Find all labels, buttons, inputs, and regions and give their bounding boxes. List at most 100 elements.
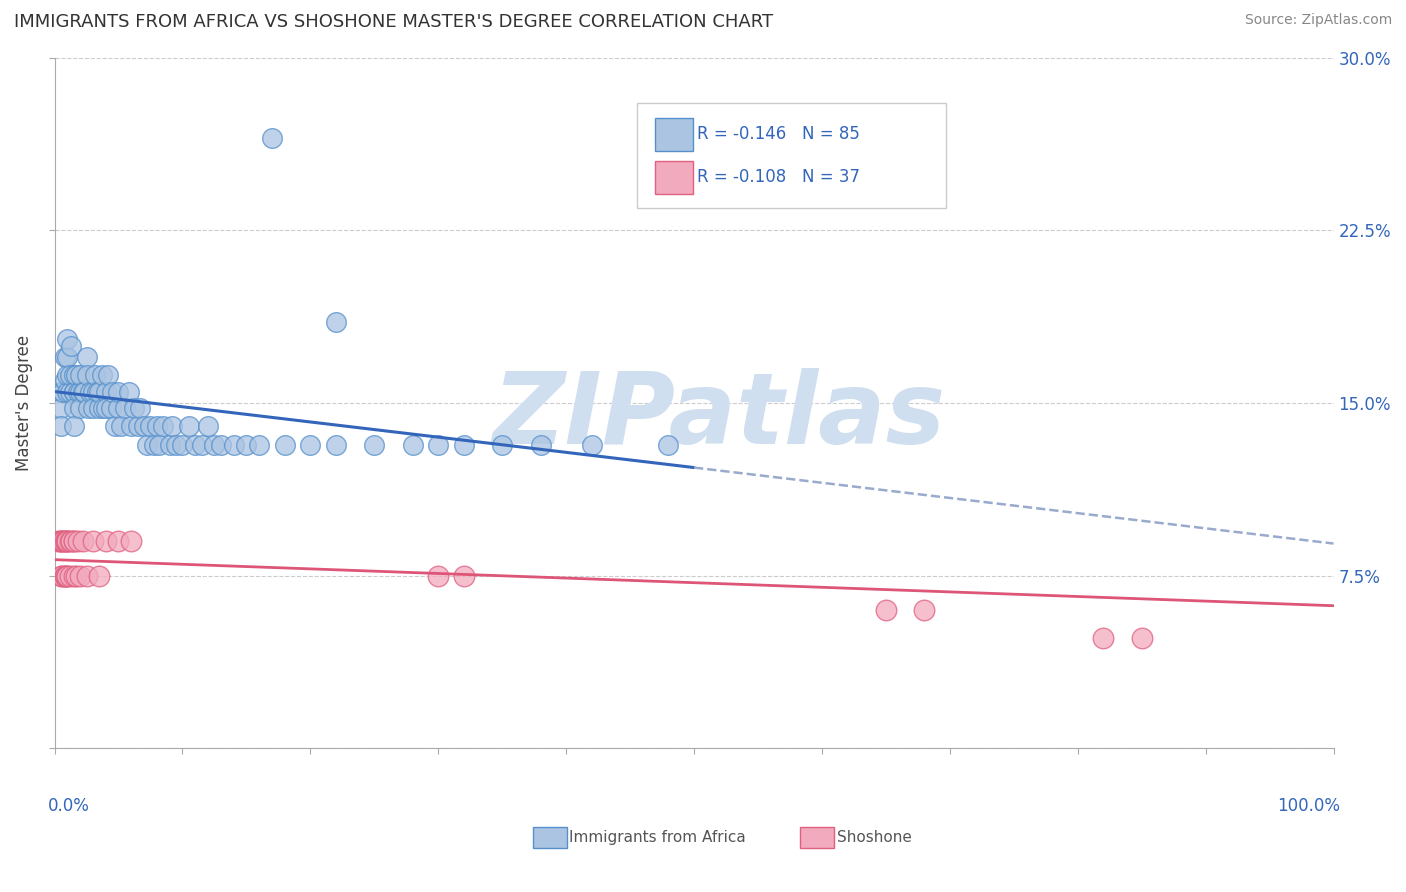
- Text: R = -0.108   N = 37: R = -0.108 N = 37: [697, 169, 860, 186]
- Point: [363, 437, 385, 451]
- Point: [60, 534, 83, 549]
- Point: [56, 332, 79, 346]
- Point: [299, 437, 322, 451]
- Point: [69, 384, 91, 399]
- Point: [160, 419, 183, 434]
- Text: Source: ZipAtlas.com: Source: ZipAtlas.com: [1244, 13, 1392, 28]
- Point: [110, 419, 132, 434]
- Point: [62, 384, 84, 399]
- Point: [107, 401, 129, 415]
- Point: [235, 437, 257, 451]
- Point: [62, 534, 84, 549]
- Point: [48, 534, 70, 549]
- Y-axis label: Master's Degree: Master's Degree: [15, 335, 32, 471]
- Point: [453, 568, 475, 582]
- Point: [94, 401, 117, 415]
- Point: [159, 437, 181, 451]
- Point: [401, 437, 423, 451]
- Point: [127, 419, 149, 434]
- Point: [247, 437, 270, 451]
- Point: [94, 384, 117, 399]
- Point: [66, 384, 89, 399]
- Point: [76, 368, 98, 383]
- Point: [56, 368, 79, 383]
- Point: [59, 568, 82, 582]
- Point: [76, 568, 98, 582]
- Point: [56, 568, 79, 582]
- Point: [49, 534, 72, 549]
- Point: [56, 534, 79, 549]
- Point: [55, 568, 77, 582]
- Point: [202, 437, 225, 451]
- Point: [49, 568, 72, 582]
- Point: [325, 316, 347, 330]
- Point: [62, 419, 84, 434]
- Point: [59, 368, 82, 383]
- Point: [427, 568, 450, 582]
- Point: [56, 534, 79, 549]
- Point: [581, 437, 603, 451]
- Point: [491, 437, 513, 451]
- Point: [97, 368, 120, 383]
- Point: [152, 419, 174, 434]
- Point: [453, 437, 475, 451]
- Point: [1092, 631, 1115, 645]
- Point: [529, 437, 551, 451]
- Point: [62, 368, 84, 383]
- Point: [69, 368, 91, 383]
- Text: ZIPatlas: ZIPatlas: [494, 368, 946, 466]
- Point: [86, 384, 108, 399]
- Point: [91, 401, 114, 415]
- Point: [60, 338, 83, 352]
- Point: [59, 534, 82, 549]
- Point: [120, 419, 142, 434]
- Point: [65, 568, 87, 582]
- Point: [139, 419, 162, 434]
- Point: [84, 368, 107, 383]
- Point: [82, 384, 104, 399]
- Point: [114, 401, 136, 415]
- Point: [53, 373, 76, 387]
- Point: [197, 419, 219, 434]
- Point: [52, 384, 75, 399]
- Point: [190, 437, 212, 451]
- Point: [53, 568, 76, 582]
- Point: [55, 534, 77, 549]
- Point: [53, 568, 76, 582]
- Point: [62, 534, 84, 549]
- Text: Shoshone: Shoshone: [837, 830, 911, 845]
- Point: [56, 350, 79, 364]
- Point: [101, 384, 124, 399]
- Point: [53, 350, 76, 364]
- Point: [222, 437, 245, 451]
- Text: R = -0.146   N = 85: R = -0.146 N = 85: [697, 125, 860, 143]
- Point: [274, 437, 297, 451]
- Point: [76, 401, 98, 415]
- Point: [49, 384, 72, 399]
- Point: [56, 384, 79, 399]
- Point: [146, 419, 169, 434]
- Point: [657, 437, 679, 451]
- Point: [118, 384, 141, 399]
- Point: [912, 603, 935, 617]
- Point: [72, 534, 94, 549]
- Point: [69, 568, 91, 582]
- Point: [129, 401, 152, 415]
- Point: [172, 437, 194, 451]
- Point: [82, 401, 104, 415]
- Point: [51, 534, 73, 549]
- Point: [72, 384, 94, 399]
- Point: [69, 401, 91, 415]
- Point: [122, 401, 145, 415]
- Point: [73, 384, 96, 399]
- Point: [52, 534, 75, 549]
- Point: [62, 401, 84, 415]
- Point: [53, 534, 76, 549]
- Point: [49, 419, 72, 434]
- Point: [89, 384, 111, 399]
- Point: [177, 419, 200, 434]
- Point: [94, 534, 117, 549]
- Point: [89, 401, 111, 415]
- Point: [90, 368, 112, 383]
- Text: Immigrants from Africa: Immigrants from Africa: [569, 830, 747, 845]
